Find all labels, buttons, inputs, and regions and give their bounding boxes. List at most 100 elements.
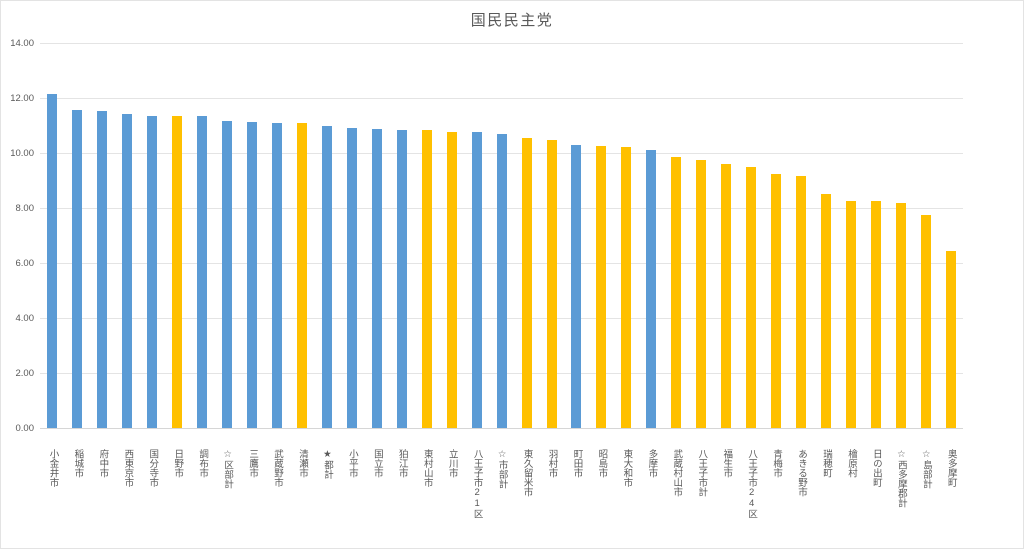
bar-slot [938,43,963,428]
bar-slot [389,43,414,428]
x-label-slot: 狛江市 [389,449,414,548]
bar [696,160,707,428]
x-axis-label: 羽村市 [546,449,558,478]
x-label-slot: 八王子市計 [689,449,714,548]
bar [496,133,507,428]
bar-slot [165,43,190,428]
bar [621,146,632,428]
x-label-slot: 羽村市 [539,449,564,548]
x-axis-label: 稲城市 [72,449,84,478]
gridline [40,43,963,44]
y-axis-tick-label: 8.00 [15,202,35,214]
bar [845,200,856,428]
x-axis-label: 多摩市 [646,449,658,478]
bar-slot [90,43,115,428]
bar-slot [863,43,888,428]
x-label-slot: 奥多摩町 [938,449,963,548]
x-label-slot: 日の出町 [863,449,888,548]
x-label-slot: 三鷹市 [240,449,265,548]
x-label-slot: 瑞穂町 [814,449,839,548]
x-axis-label: 府中市 [97,449,109,478]
x-label-slot: 日野市 [165,449,190,548]
x-axis-label: 瑞穂町 [821,449,832,478]
x-axis-label: 檜原村 [845,449,857,478]
x-axis-label: 立川市 [446,449,458,478]
bar-slot [215,43,240,428]
x-label-slot: 国分寺市 [140,449,165,548]
bar [746,167,757,428]
bar [172,115,183,428]
x-label-slot: 調布市 [190,449,215,548]
x-axis-label: 清瀬市 [296,449,308,478]
chart-title: 国民民主党 [470,12,554,29]
bar [321,125,332,428]
x-axis-label: 日の出町 [870,449,882,487]
x-label-slot: 武蔵野市 [265,449,290,548]
x-axis-label: 国立市 [371,449,383,478]
x-axis-label: 昭島市 [596,449,608,478]
x-label-slot: ☆区部計 [215,449,240,548]
x-label-slot: 稲城市 [65,449,90,548]
x-axis-label: あきる野市 [796,449,808,497]
x-axis-label: 八王子市24区 [746,449,758,519]
x-label-slot: ☆島部計 [913,449,938,548]
x-label-slot: ★都計 [314,449,339,548]
bar [97,111,108,428]
bar-slot [65,43,90,428]
x-axis-label: 奥多摩町 [945,449,957,487]
x-label-slot: 武蔵村山市 [664,449,689,548]
bar [72,110,83,428]
x-axis-label: ☆西多摩郡計 [895,449,907,508]
x-label-slot: 檜原村 [839,449,864,548]
bar [147,115,158,428]
x-label-slot: 小平市 [339,449,364,548]
x-label-slot: ☆市部計 [489,449,514,548]
bar [247,122,258,428]
bar [920,214,931,428]
y-axis-tick-label: 0.00 [15,422,35,434]
gridline [40,98,963,99]
bar [945,251,956,428]
bar [521,137,532,428]
x-label-slot: あきる野市 [789,449,814,548]
bar-slot [689,43,714,428]
x-axis-label: 町田市 [571,449,583,478]
bar-slot [339,43,364,428]
y-axis: 14.00 12.00 10.00 8.00 6.00 4.00 2.00 0.00 [1,38,35,434]
bar-slot [265,43,290,428]
bar-slot [664,43,689,428]
bar-slot [464,43,489,428]
bar [721,163,732,428]
bar [546,140,557,428]
bar-slot [913,43,938,428]
x-label-slot: 小金井市 [40,449,65,548]
y-axis-tick-label: 6.00 [15,257,35,269]
x-axis-label: ☆区部計 [222,449,234,489]
bar [446,132,457,428]
bar [222,121,233,428]
bar [272,123,283,428]
bar-slot [439,43,464,428]
x-label-slot: 西東京市 [115,449,140,548]
y-axis-tick-label: 12.00 [10,92,34,104]
x-axis-label: 武蔵村山市 [671,449,683,497]
x-axis-label: 東久留米市 [521,449,533,497]
x-axis-label: 東大和市 [621,449,633,487]
x-label-slot: 八王子市21区 [464,449,489,548]
bar-slot [40,43,65,428]
bar [197,116,208,428]
bar-slot [314,43,339,428]
x-axis-label: 調布市 [197,449,209,478]
y-axis-tick-label: 14.00 [10,37,34,49]
y-axis-tick-label: 2.00 [15,367,35,379]
x-axis-labels: 小金井市 稲城市 府中市 西東京市 国分寺市 日野市 調布市 ☆区部計 三鷹市 武蔵野市 清瀬市 ★都… [40,449,963,548]
x-axis-label: 小金井市 [47,449,59,487]
x-label-slot: 東村山市 [414,449,439,548]
bar-slot [639,43,664,428]
bar [821,194,832,428]
bar [796,175,807,428]
x-label-slot: ☆西多摩郡計 [888,449,913,548]
x-axis-label: 青梅市 [771,449,783,478]
x-axis-label: ★都計 [321,449,333,479]
